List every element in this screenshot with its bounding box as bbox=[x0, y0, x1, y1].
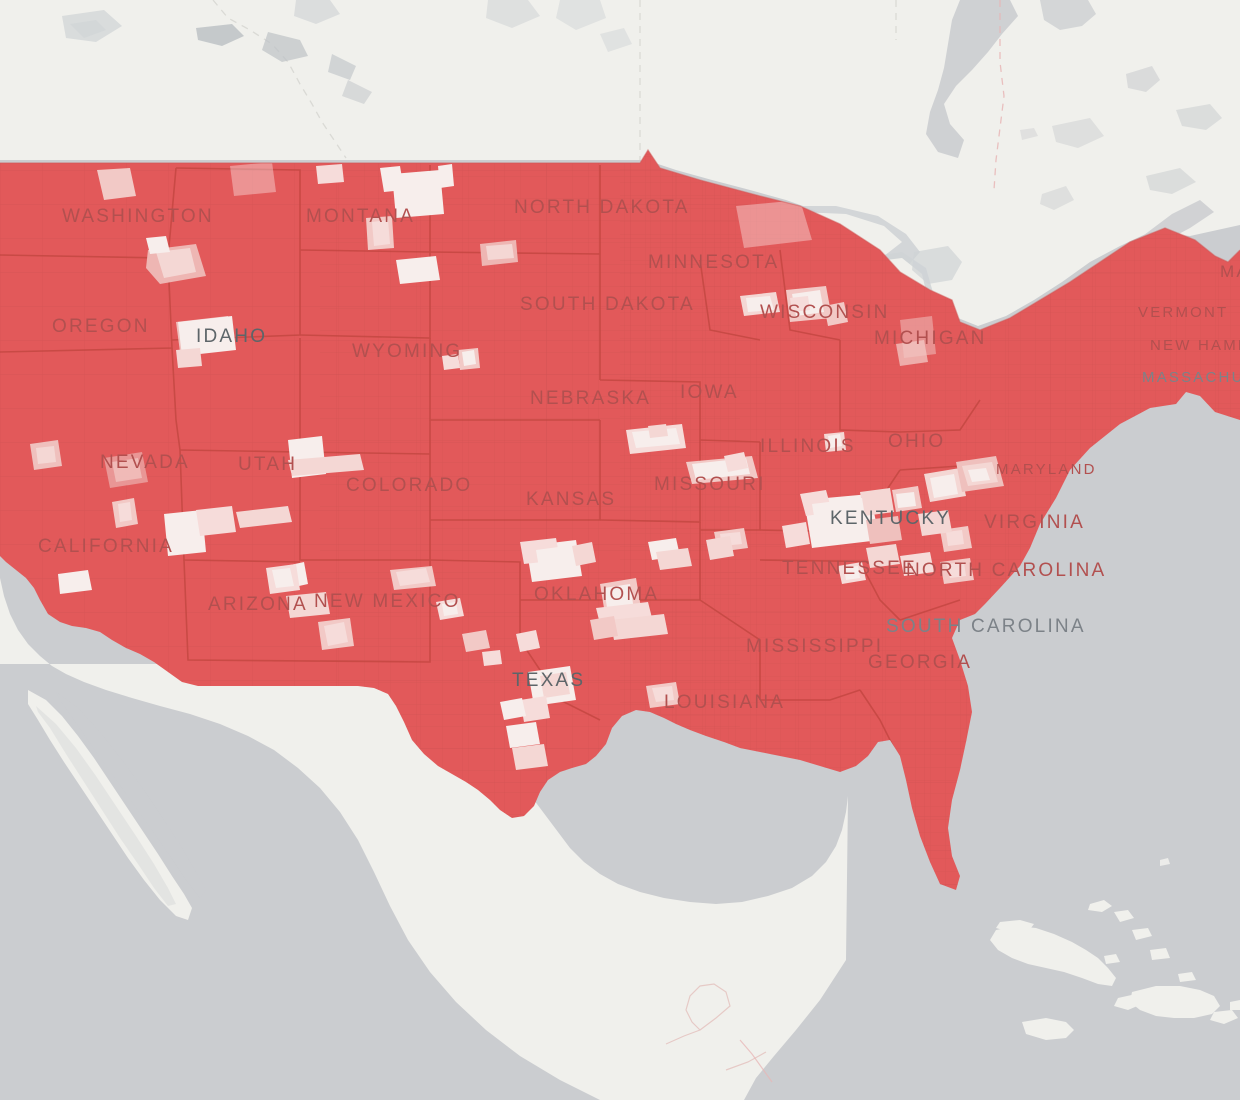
canada-landmass bbox=[0, 0, 1240, 326]
caribbean-islands bbox=[990, 900, 1240, 1040]
coverage-gap-patches bbox=[30, 164, 1004, 770]
mexico-central-america bbox=[0, 578, 848, 1100]
us-outline bbox=[0, 148, 1240, 331]
coverage-light-wash bbox=[230, 162, 812, 248]
small-islands bbox=[1160, 858, 1170, 866]
